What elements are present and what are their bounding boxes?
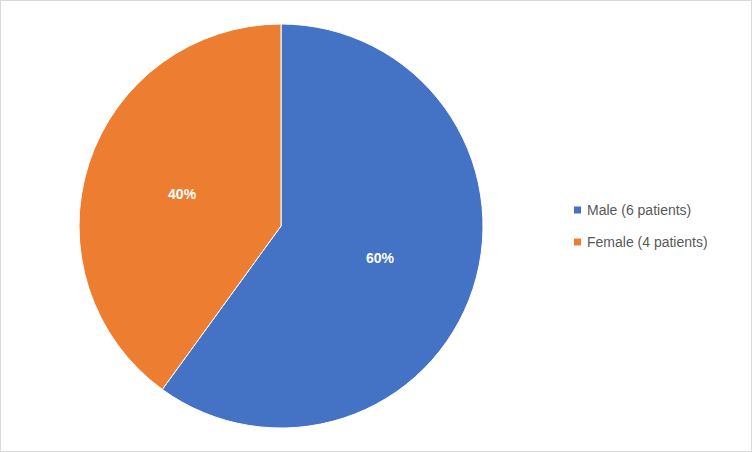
svg-text:Female (4 patients): Female (4 patients) [587,234,708,250]
svg-text:Male (6 patients): Male (6 patients) [587,202,691,218]
svg-text:40%: 40% [168,186,197,202]
svg-text:60%: 60% [366,250,395,266]
